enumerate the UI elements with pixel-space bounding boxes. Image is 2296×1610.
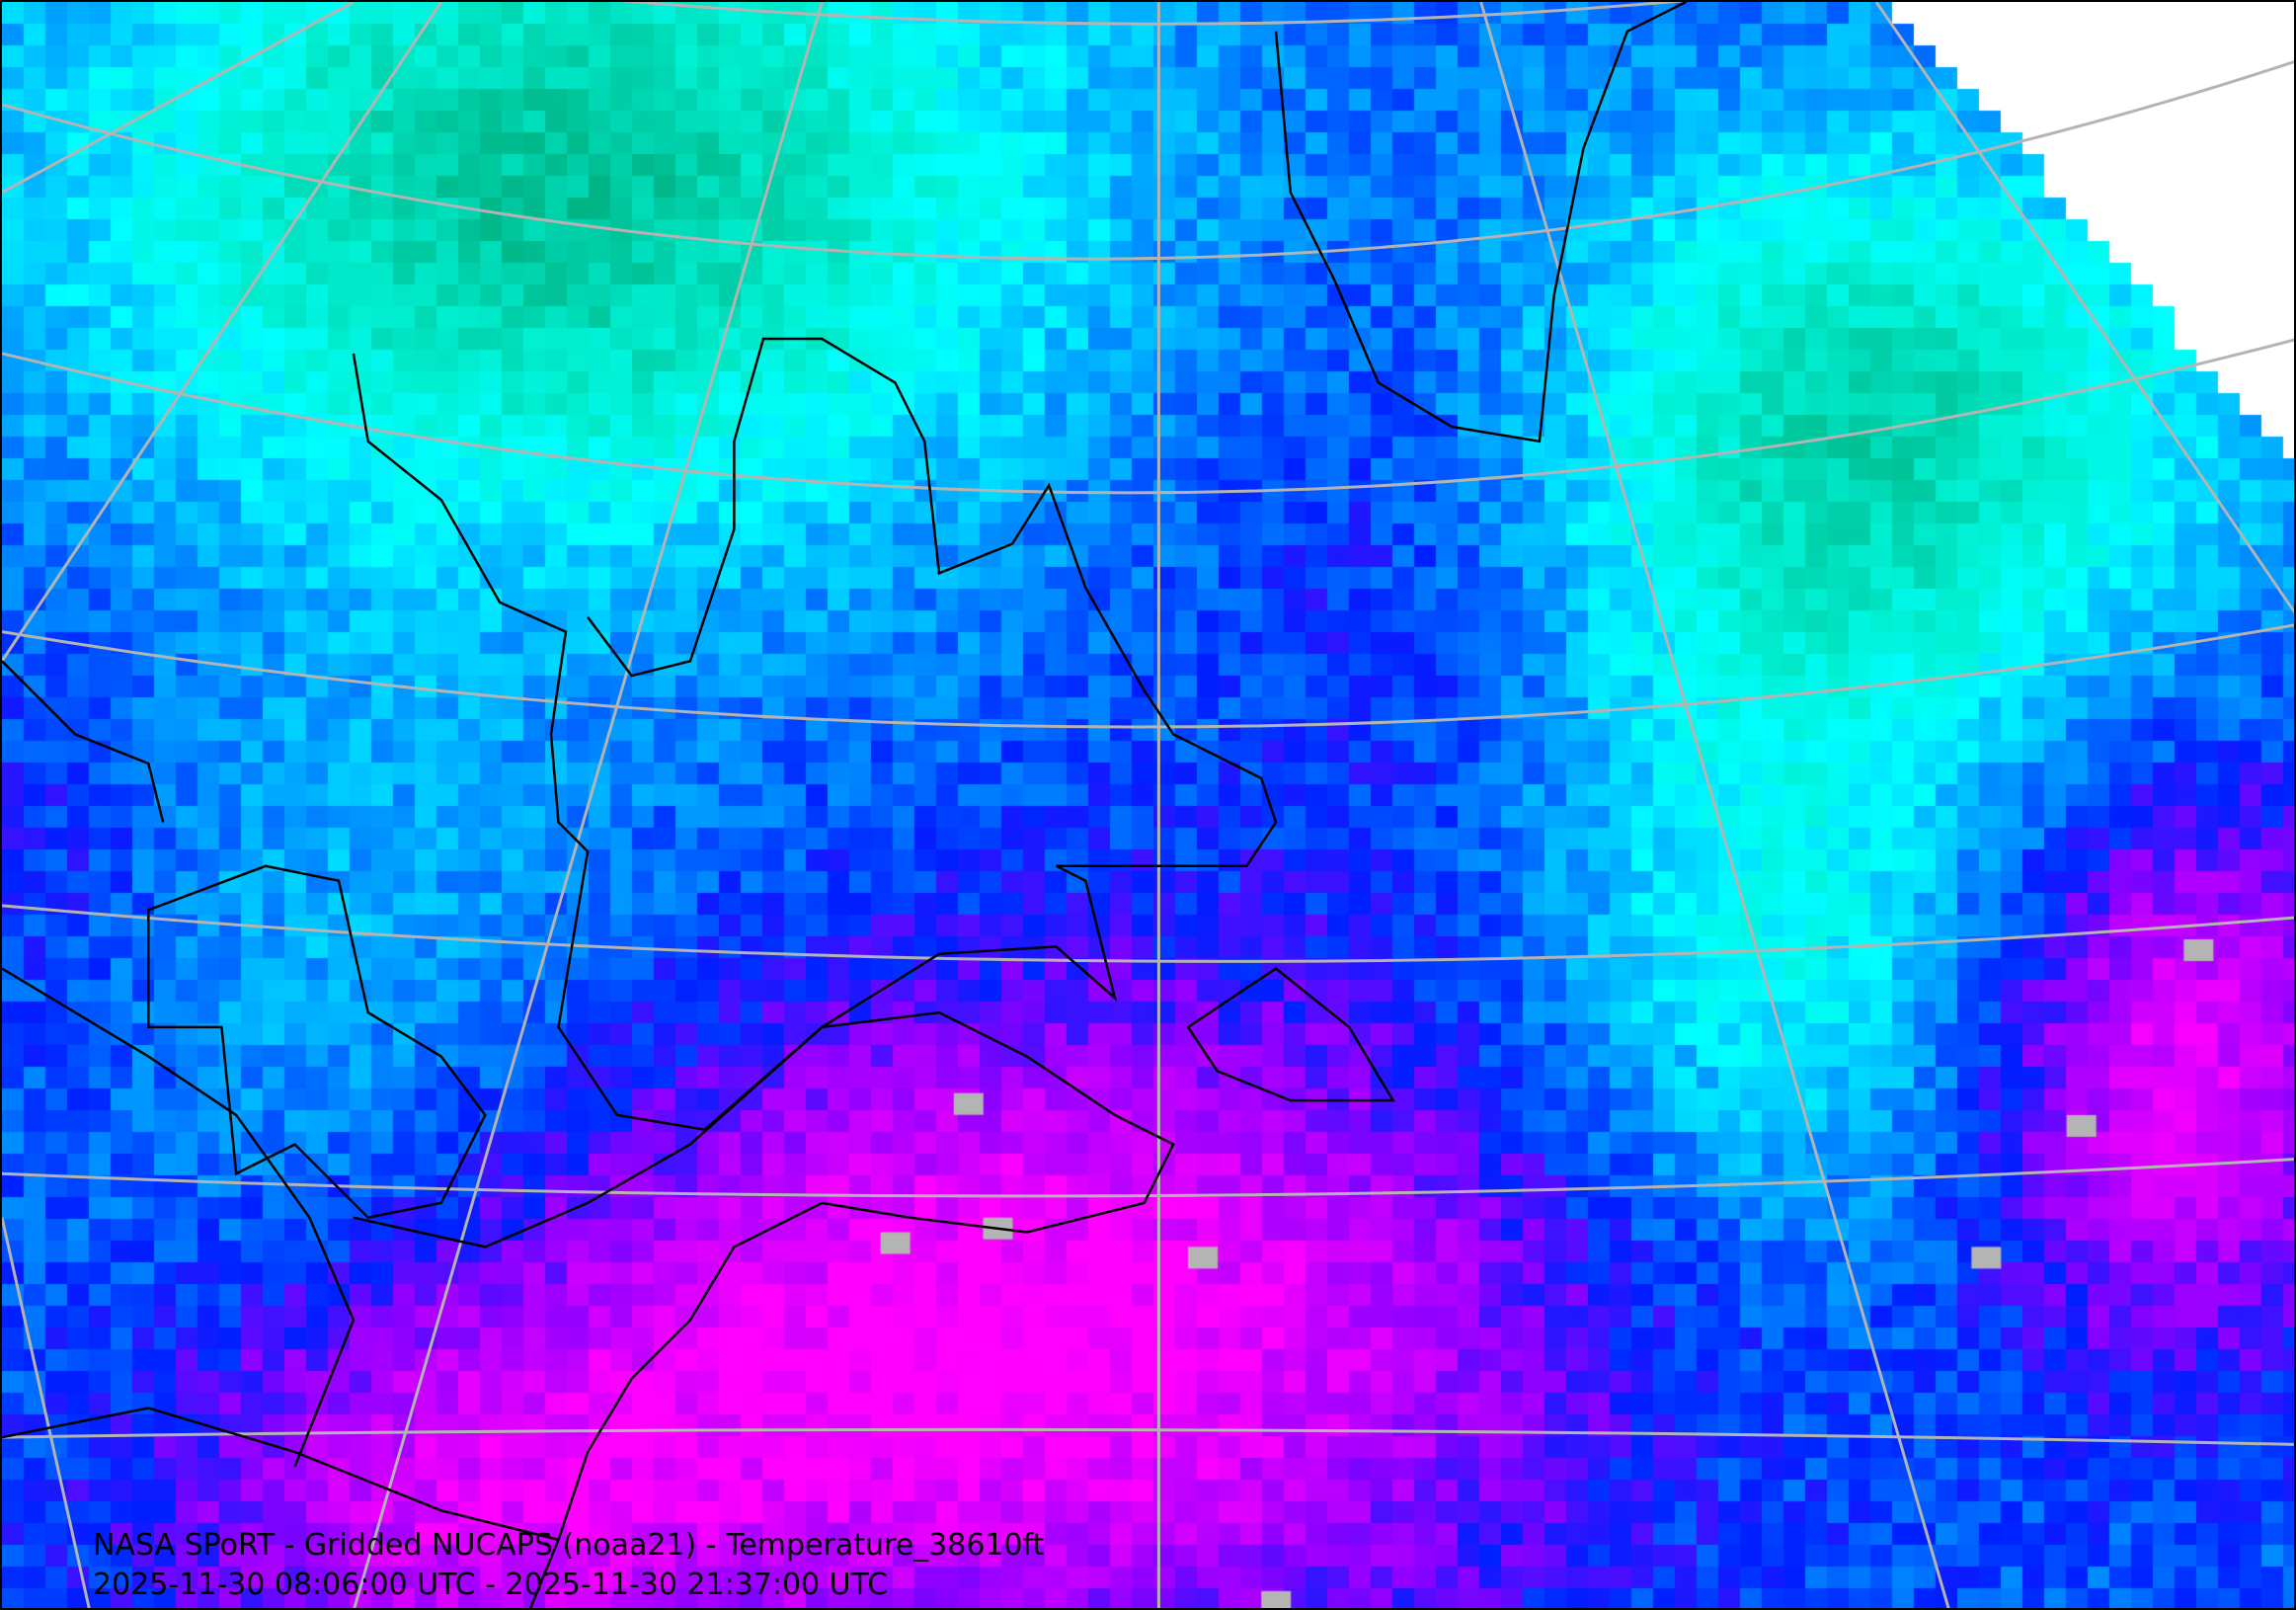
coastline bbox=[2, 1407, 559, 1542]
coastline bbox=[1274, 2, 1687, 443]
longitude-line bbox=[1479, 2, 1950, 1608]
coastline bbox=[147, 864, 487, 1220]
coastline bbox=[1186, 967, 1395, 1102]
latitude-line bbox=[2, 1427, 2294, 1446]
latitude-line bbox=[2, 60, 2294, 261]
map-title: NASA SPoRT - Gridded NUCAPS (noaa21) - T… bbox=[93, 1528, 1045, 1563]
longitude-line bbox=[2, 2, 443, 663]
longitude-line bbox=[2, 2, 355, 195]
coastlines bbox=[2, 2, 1687, 1608]
latitude-line bbox=[2, 623, 2294, 729]
coastline bbox=[2, 660, 165, 823]
latitude-line bbox=[619, 2, 1686, 26]
map-time-range: 2025-11-30 08:06:00 UTC - 2025-11-30 21:… bbox=[93, 1568, 889, 1602]
coastline bbox=[352, 337, 1278, 1132]
coastline bbox=[353, 1010, 1175, 1608]
coastline bbox=[2, 967, 356, 1468]
longitude-line bbox=[1874, 2, 2294, 614]
latitude-line bbox=[2, 338, 2294, 495]
longitude-line bbox=[2, 1217, 91, 1608]
longitude-line bbox=[353, 2, 824, 1608]
